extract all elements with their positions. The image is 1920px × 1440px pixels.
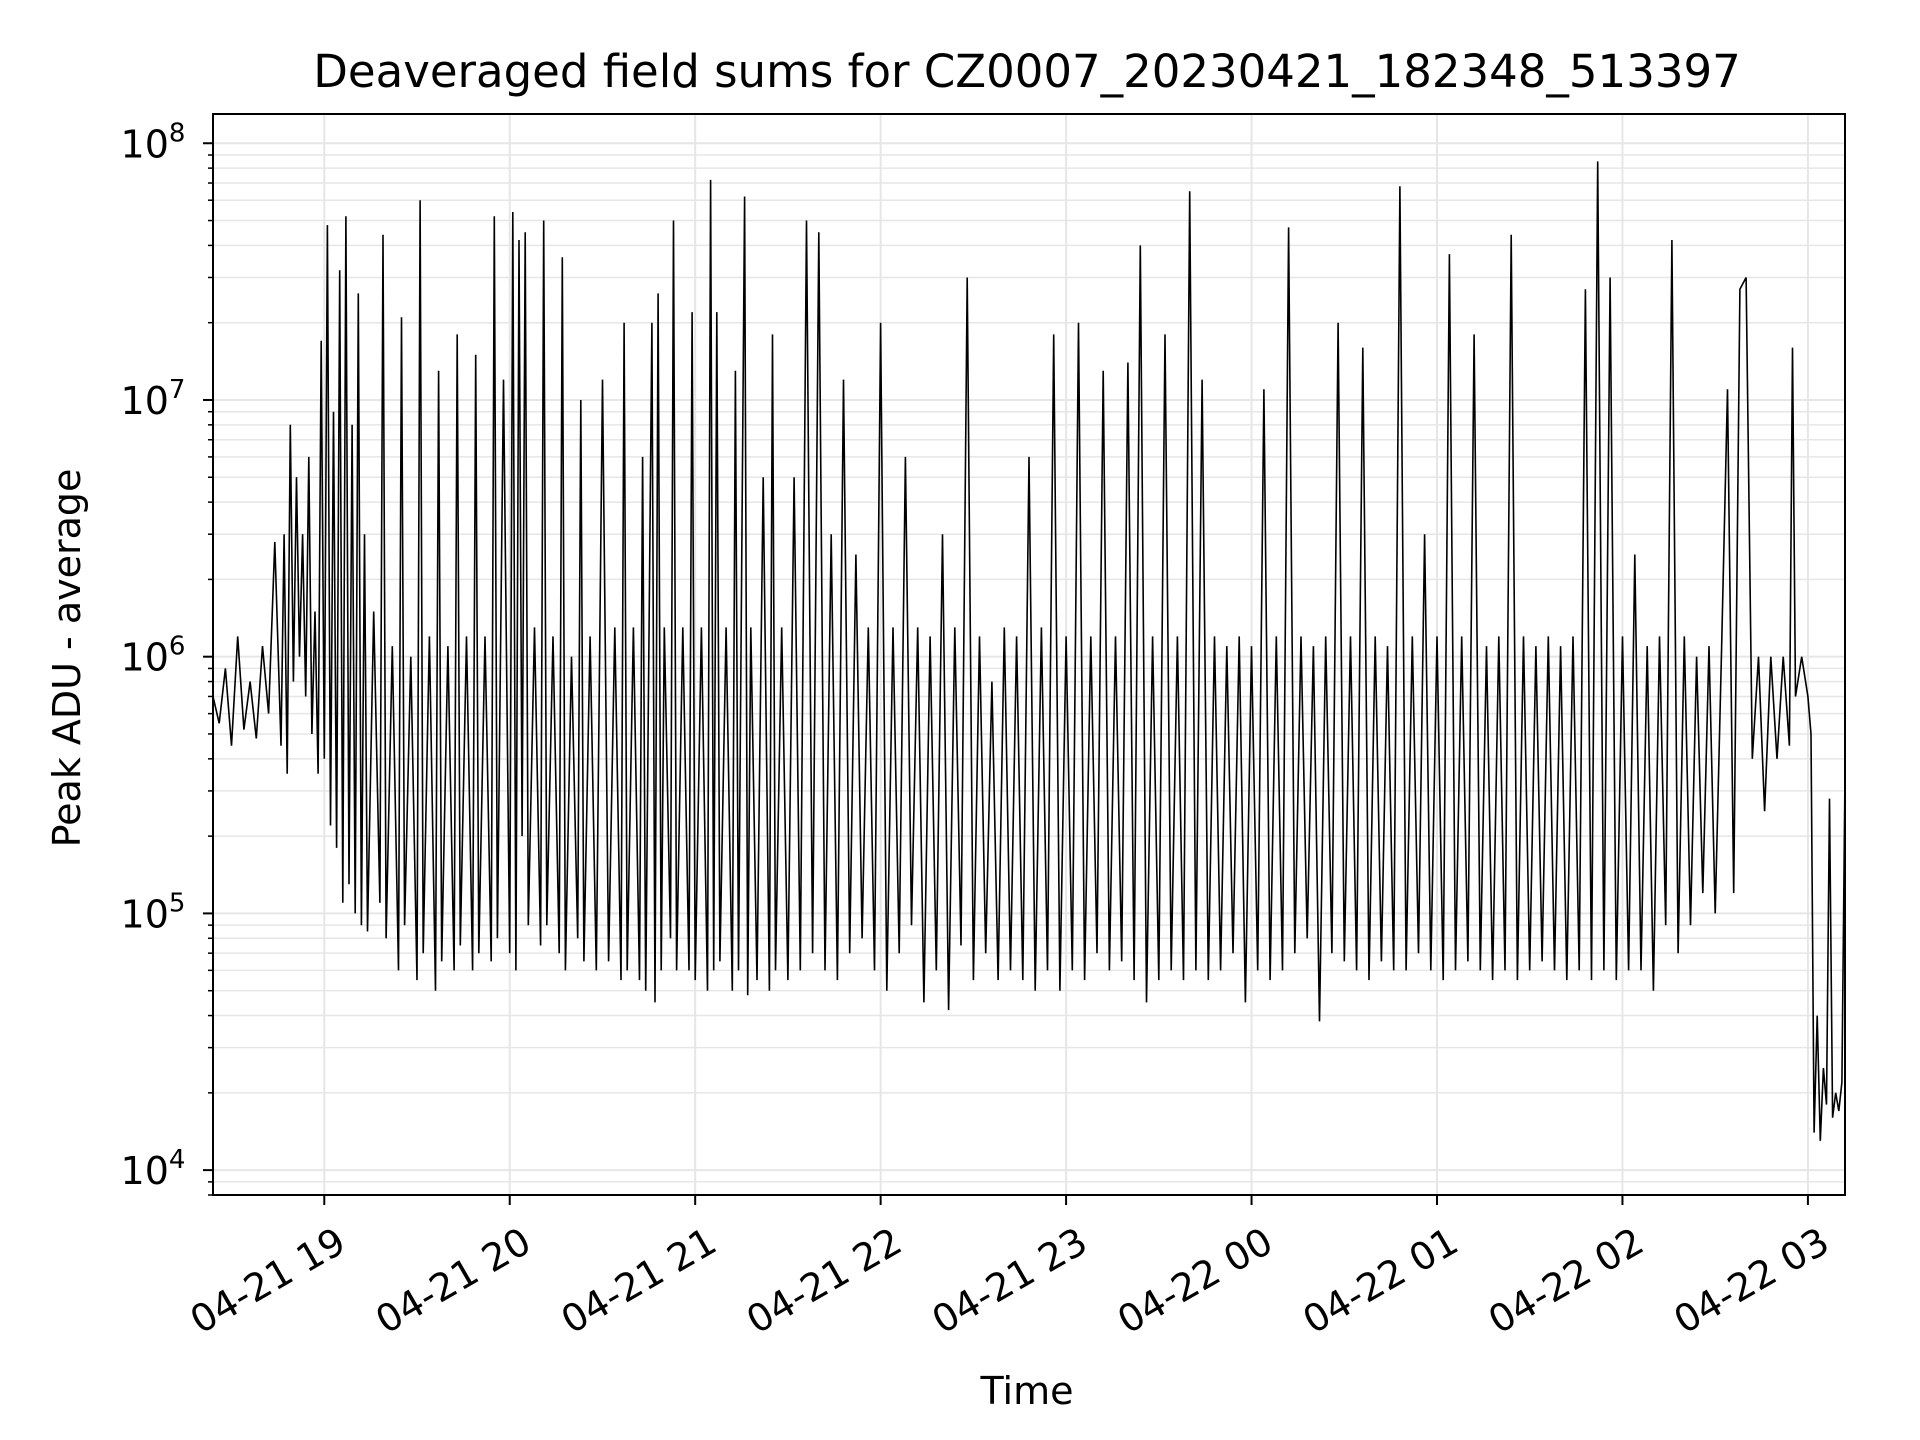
y-tick-label: 106 xyxy=(121,632,186,680)
plot-frame xyxy=(212,113,1846,1196)
y-axis: 104 105 106 107 108 xyxy=(121,118,213,1196)
y-tick-label: 107 xyxy=(121,375,186,423)
y-tick-label: 105 xyxy=(121,888,186,936)
series-line xyxy=(212,161,1846,1141)
y-axis-label: Peak ADU - average xyxy=(45,469,89,848)
x-axis-label: Time xyxy=(980,1369,1074,1413)
chart-title: Deaveraged field sums for CZ0007_2023042… xyxy=(313,45,1740,98)
y-tick-label: 104 xyxy=(121,1145,186,1193)
series-group xyxy=(212,161,1846,1141)
y-tick-label: 108 xyxy=(121,118,186,166)
